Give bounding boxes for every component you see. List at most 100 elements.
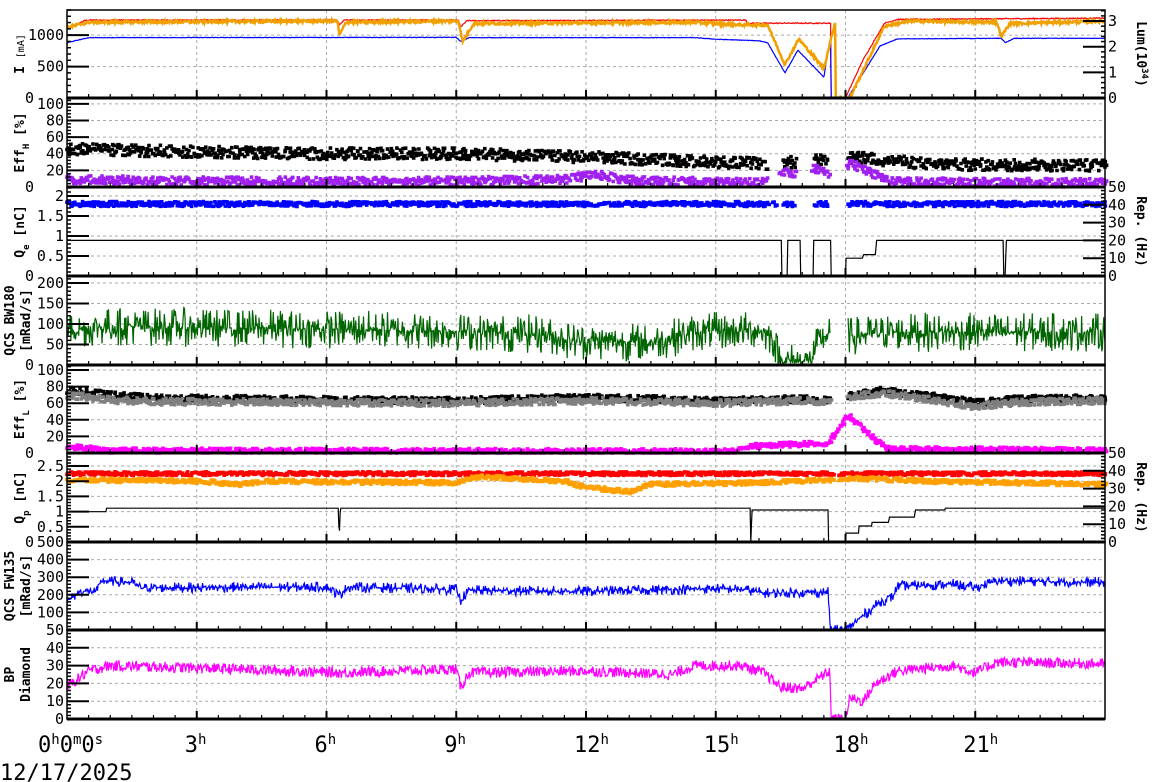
right-axis-label-current: Lum(1034) — [1133, 21, 1149, 87]
y2-tick-label: 40 — [1108, 196, 1126, 214]
left-axis-label-effh: EffH [%] — [13, 112, 32, 172]
x-tick-label: 9h — [444, 732, 466, 758]
y-tick-label: 1.5 — [37, 207, 64, 225]
left-axis-label-effl: EffL [%] — [13, 379, 32, 439]
y-tick-label: 80 — [46, 378, 64, 396]
series-her-current — [66, 36, 1106, 99]
x-tick-label: 21h — [963, 732, 998, 758]
y-tick-label: 40 — [46, 145, 64, 163]
y-tick-label: 1 — [55, 503, 64, 521]
x-tick-value: 9 — [444, 733, 457, 758]
axis-label-part: [%] — [13, 379, 28, 410]
x-tick-label: 0h0m0s — [38, 732, 103, 758]
series-bp-diamond-dose — [66, 655, 1106, 720]
y-tick-label: 0.5 — [37, 518, 64, 536]
x-tick-value: 15 — [704, 733, 731, 758]
y-tick-label: 20 — [46, 427, 64, 445]
x-tick-value: 3 — [185, 733, 198, 758]
y-tick-label: 0 — [25, 444, 34, 462]
date-label: 12/17/2025 — [0, 761, 132, 782]
axis-label-part: Eff — [13, 416, 28, 439]
axis-label-part: [mA] — [16, 34, 27, 58]
axes-layer — [66, 9, 1106, 721]
y-tick-label: 0 — [25, 89, 34, 107]
y-tick-label: 50 — [46, 621, 64, 639]
y2-tick-label: 50 — [1108, 178, 1126, 196]
axis-label-part: QCS BW180 — [3, 285, 18, 356]
series-ler-injection-efficiency-c — [65, 413, 1109, 455]
y2-tick-label: 30 — [1108, 214, 1126, 232]
left-axis-label-fw135: [mRad/s] — [19, 555, 34, 618]
y-tick-label: 300 — [37, 568, 64, 586]
y2-tick-label: 0 — [1108, 533, 1117, 551]
y-tick-label: 500 — [37, 58, 64, 76]
axis-label-part: [mRad/s] — [19, 289, 34, 352]
x-tick-unit: h — [860, 732, 868, 748]
y-tick-label: 200 — [37, 586, 64, 604]
y-tick-label: 0 — [25, 267, 34, 285]
axis-label-part: Q — [13, 516, 28, 524]
y-tick-label: 500 — [37, 533, 64, 551]
y-tick-label: 2 — [55, 472, 64, 490]
y2-tick-label: 1 — [1108, 63, 1117, 81]
y2-tick-label: 20 — [1108, 231, 1126, 249]
x-tick-value: 0 — [60, 733, 73, 758]
y-tick-label: 100 — [37, 315, 64, 333]
series-ler-injection-efficiency-b — [65, 389, 1107, 411]
x-tick-unit: s — [95, 732, 103, 748]
x-tick-unit: h — [51, 732, 59, 748]
y2-tick-label: 50 — [1108, 444, 1126, 462]
right-axis-label-qe: Rep. (Hz) — [1133, 196, 1148, 266]
y2-tick-label: 0 — [1108, 267, 1117, 285]
series-qcs-fw135-dose-rate — [66, 575, 1106, 632]
axis-label-part: I — [13, 58, 28, 74]
series-positron-charge — [65, 470, 1108, 478]
right-axis-label-qp: Rep. (Hz) — [1133, 462, 1148, 532]
y-tick-label: 80 — [46, 111, 64, 129]
x-tick-value: 18 — [834, 733, 861, 758]
x-tick-value: 21 — [963, 733, 990, 758]
y2-tick-label: 2 — [1108, 38, 1117, 56]
y-tick-label: 0 — [25, 533, 34, 551]
series-luminosity — [65, 16, 1106, 101]
series-positron-charge-2 — [65, 473, 1109, 496]
x-tick-label: 3h — [185, 732, 207, 758]
y-tick-label: 1.5 — [37, 487, 64, 505]
x-tick-value: 0 — [81, 733, 94, 758]
y-tick-label: 0.5 — [37, 247, 64, 265]
y-tick-label: 2 — [55, 187, 64, 205]
left-axis-label-qp: Qp [nC] — [13, 471, 32, 523]
y-tick-label: 400 — [37, 551, 64, 569]
y-tick-label: 200 — [37, 274, 64, 292]
left-axis-label-current: I [mA] — [13, 34, 28, 74]
y-tick-label: 0 — [55, 710, 64, 728]
y-tick-label: 1000 — [28, 26, 64, 44]
y-tick-label: 100 — [37, 361, 64, 379]
y2-tick-label: 3 — [1108, 12, 1117, 30]
left-axis-label-bw180: [mRad/s] — [19, 289, 34, 352]
y-tick-label: 20 — [46, 161, 64, 179]
axis-label-part: [nC] — [13, 205, 28, 244]
y-tick-label: 40 — [46, 639, 64, 657]
left-axis-label-fw135: QCS FW135 — [3, 551, 18, 621]
x-tick-label: 15h — [704, 732, 739, 758]
axis-label-part: Eff — [13, 149, 28, 172]
y2-tick-label: 10 — [1108, 515, 1126, 533]
series-qcs-bw180-dose-rate — [66, 306, 1106, 365]
series-positron-rep-rate — [67, 507, 1105, 543]
axis-label-part: [%] — [13, 112, 28, 143]
y-tick-label: 0 — [25, 356, 34, 374]
y-tick-label: 2.5 — [37, 457, 64, 475]
axis-label-part: Rep. (Hz) — [1133, 462, 1148, 532]
y2-tick-label: 40 — [1108, 462, 1126, 480]
axis-label-part: Q — [13, 250, 28, 258]
x-tick-unit: h — [198, 732, 206, 748]
axis-label-part: QCS FW135 — [3, 551, 18, 621]
y-tick-label: 40 — [46, 411, 64, 429]
x-tick-value: 12 — [574, 733, 601, 758]
y-tick-label: 1 — [55, 227, 64, 245]
axis-label-part: Lum(10 — [1133, 21, 1148, 68]
y-tick-label: 60 — [46, 394, 64, 412]
series-electron-rep-rate — [67, 239, 1105, 277]
left-axis-label-bw180: QCS BW180 — [3, 285, 18, 356]
